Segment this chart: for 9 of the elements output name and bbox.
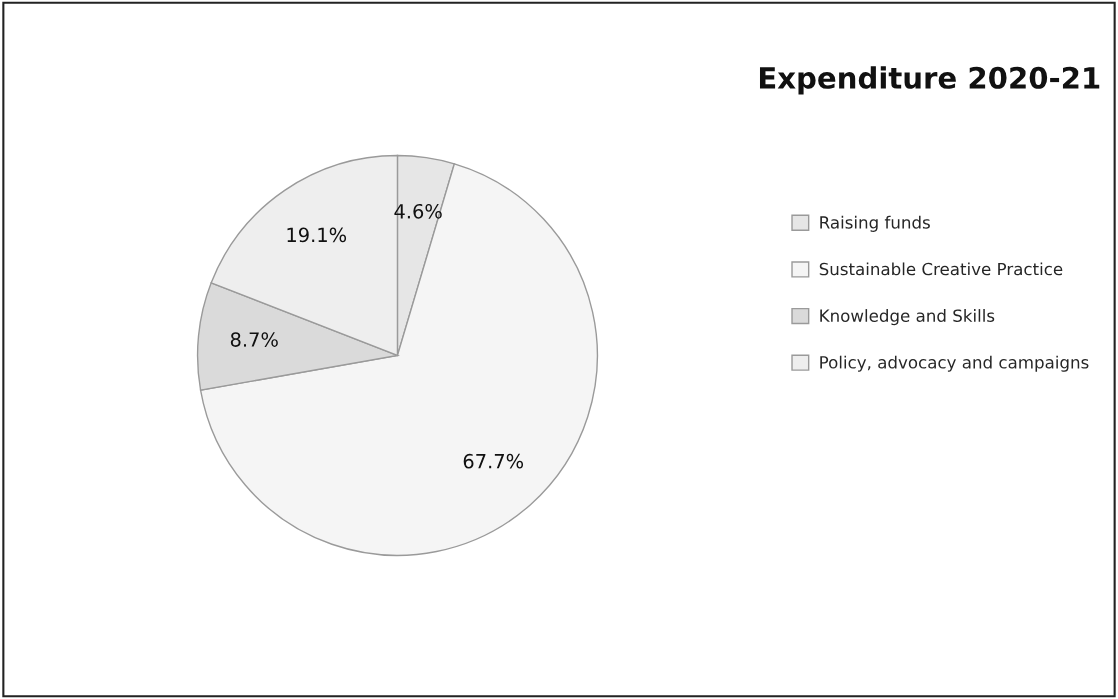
data-label: 19.1% bbox=[287, 227, 347, 243]
data-label: 8.7% bbox=[230, 332, 278, 347]
data-label: 67.7% bbox=[463, 453, 524, 469]
data-label: 4.6% bbox=[394, 203, 442, 219]
legend-label: Policy, advocacy and campaigns bbox=[820, 355, 1089, 372]
legend-label: Raising funds bbox=[820, 215, 930, 232]
legend-label: Knowledge and Skills bbox=[820, 309, 995, 326]
chart-title: Expenditure 2020-21 bbox=[759, 66, 1100, 95]
legend-label: Sustainable Creative Practice bbox=[819, 262, 1063, 276]
